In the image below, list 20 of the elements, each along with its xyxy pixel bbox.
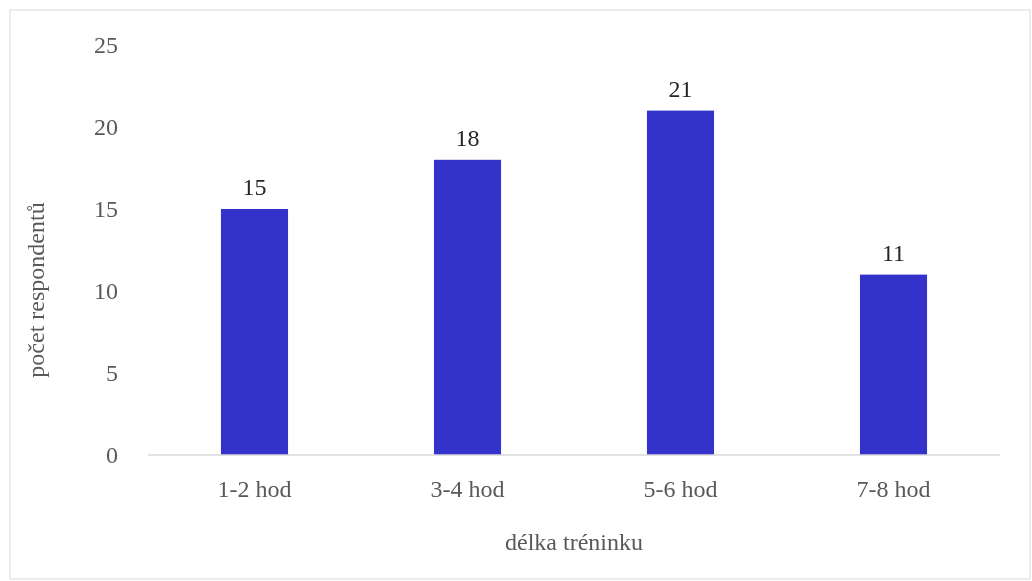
x-tick-label: 7-8 hod xyxy=(856,476,931,502)
data-label: 21 xyxy=(668,75,693,102)
data-label: 15 xyxy=(242,174,267,200)
data-label: 18 xyxy=(455,124,480,151)
y-tick-label: 20 xyxy=(94,114,118,141)
data-label: 11 xyxy=(881,239,906,266)
x-tick-label: 5-6 hod xyxy=(643,476,718,502)
bar xyxy=(433,159,502,455)
x-axis-title: délka tréninku xyxy=(505,529,643,555)
y-axis-title: počet respondentů xyxy=(23,202,49,378)
x-tick-label: 1-2 hod xyxy=(217,476,292,502)
bar xyxy=(646,110,715,455)
bar xyxy=(220,209,289,455)
bar xyxy=(859,274,928,455)
y-tick-label: 5 xyxy=(106,360,118,387)
y-tick-label: 10 xyxy=(94,278,118,305)
y-tick-label: 0 xyxy=(106,442,118,469)
y-tick-label: 25 xyxy=(94,32,118,59)
y-tick-label: 15 xyxy=(94,196,118,223)
x-tick-label: 3-4 hod xyxy=(430,476,505,502)
